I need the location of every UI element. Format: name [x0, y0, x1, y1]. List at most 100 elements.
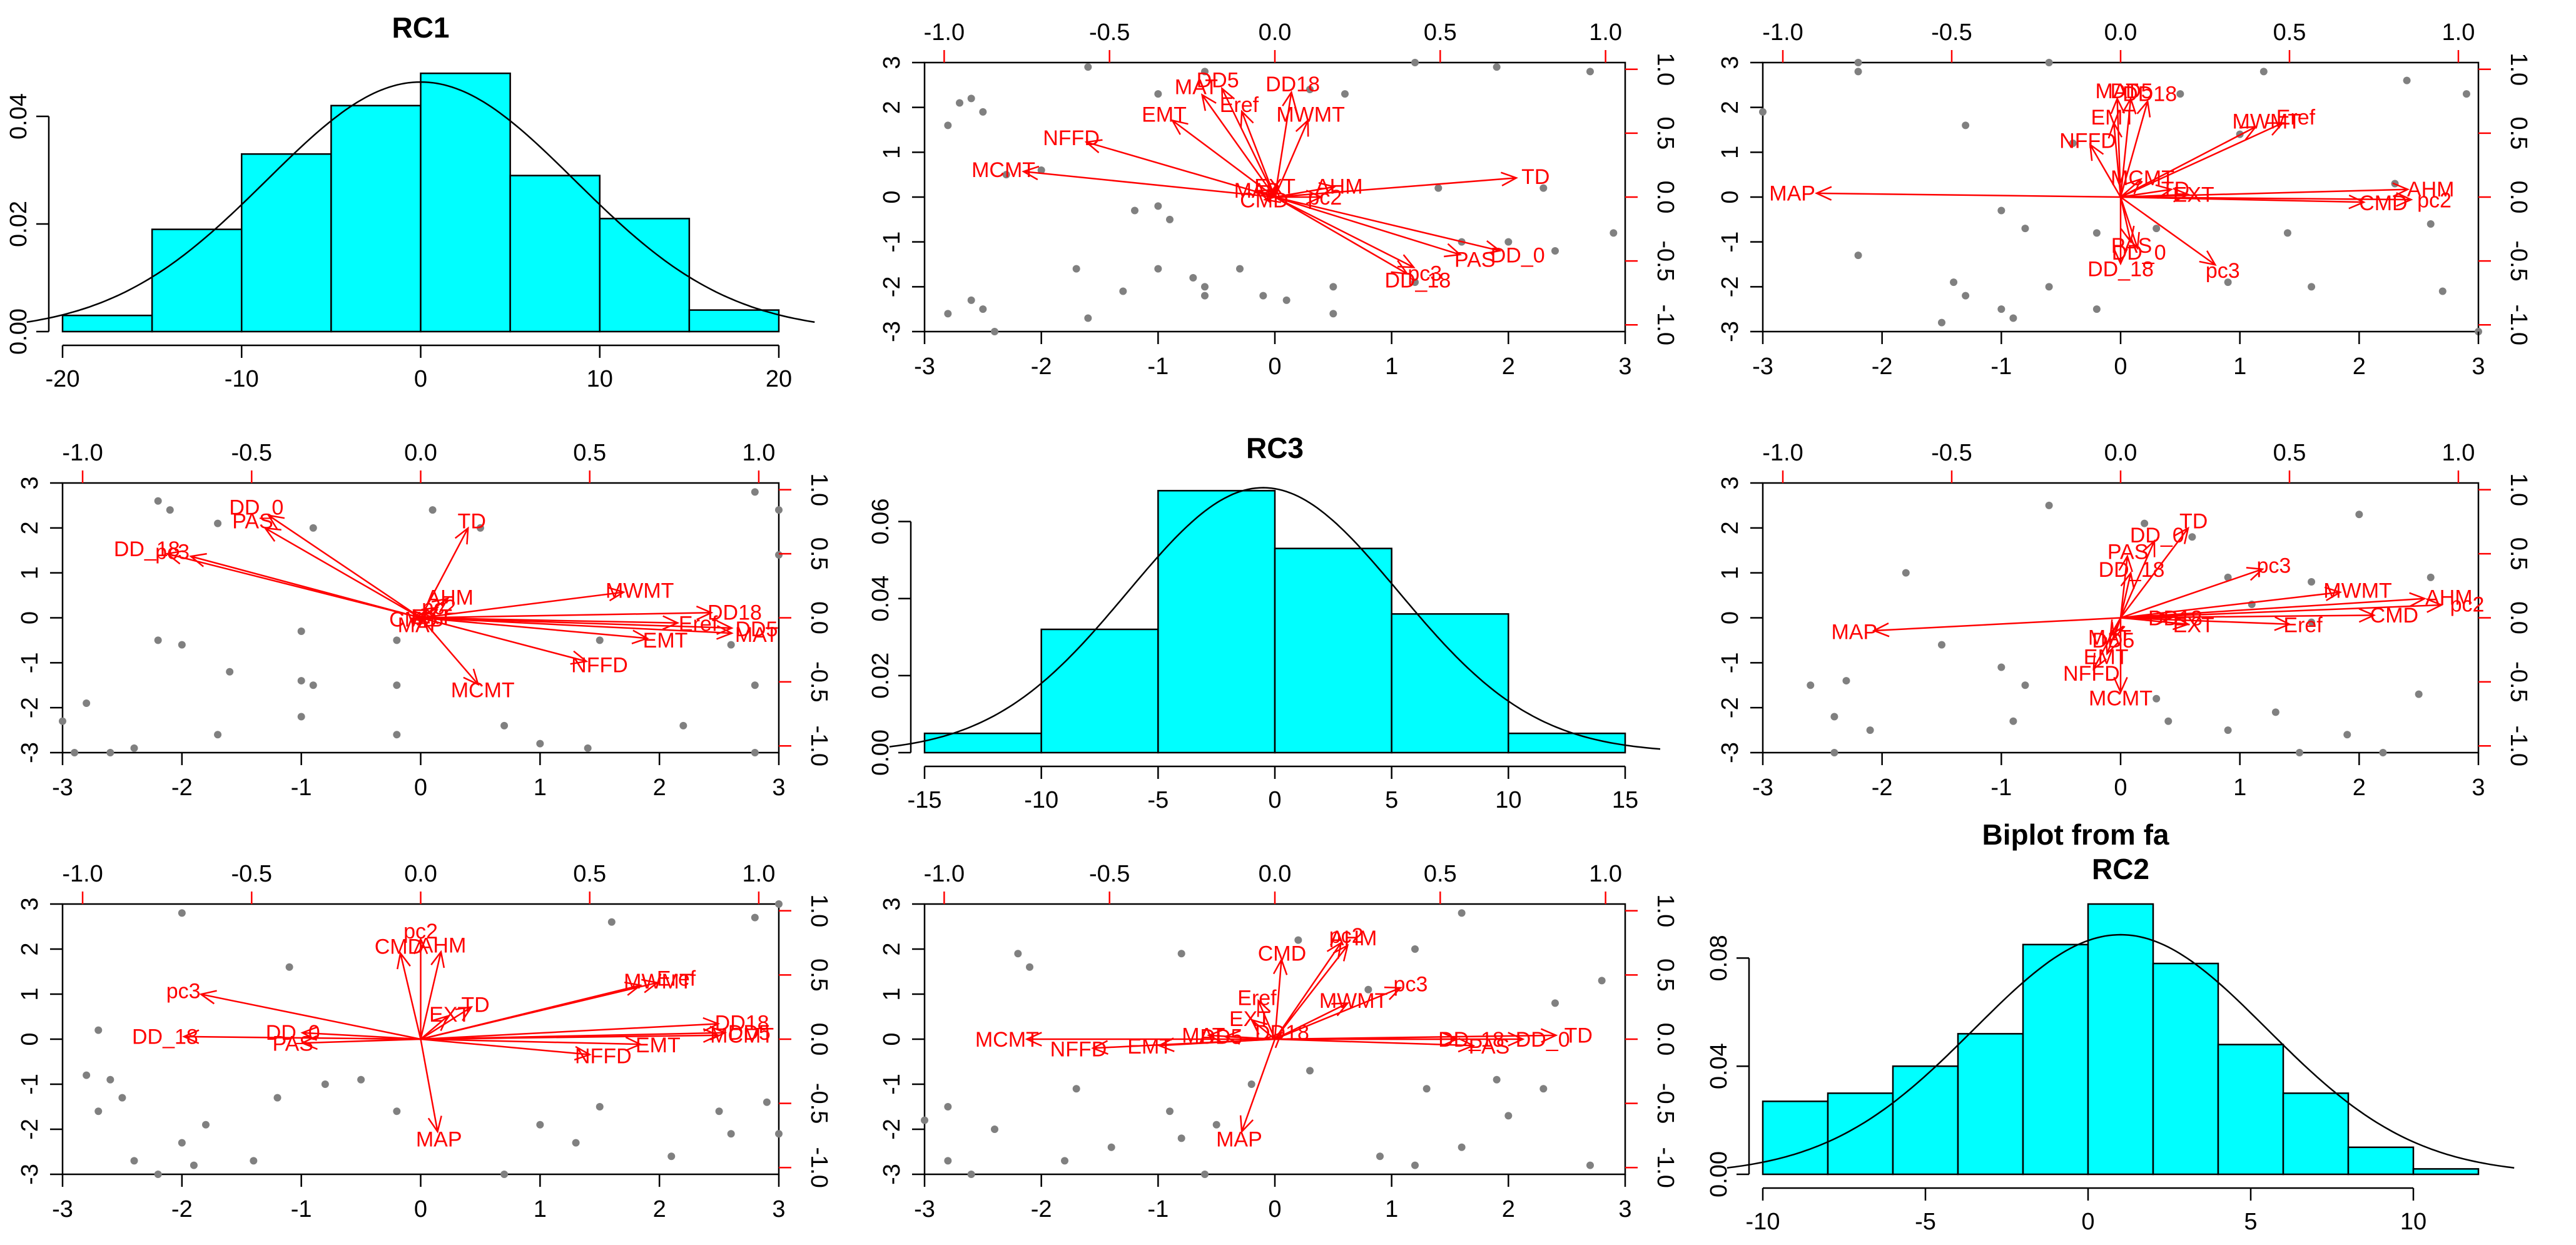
score-point [1854, 68, 1862, 76]
score-point [944, 310, 952, 318]
variable-label: DD_0 [229, 496, 283, 520]
score-point [2164, 717, 2173, 725]
y-tick-label: 3 [879, 56, 905, 69]
score-point [1598, 977, 1606, 985]
y-tick-label: -3 [17, 1164, 43, 1185]
loading-arrowhead [2126, 231, 2140, 250]
x-tick-label: 0 [414, 1196, 427, 1222]
top-tick-label: 0.0 [404, 861, 437, 887]
variable-label: EXT [2173, 614, 2214, 638]
y-tick-label: -2 [17, 1119, 43, 1140]
top-tick-label: -0.5 [231, 861, 272, 887]
right-tick-label: 0.5 [1652, 116, 1678, 150]
loading-arrowhead [463, 668, 480, 686]
loading-arrowhead [631, 629, 649, 644]
score-point [667, 1152, 676, 1161]
variable-label: EMT [1142, 103, 1187, 127]
variable-label: AHM [426, 586, 474, 609]
score-point [1306, 1067, 1314, 1075]
variable-label: Eref [2276, 106, 2316, 130]
variable-label: pc3 [155, 540, 190, 564]
histogram-bar [1508, 732, 1626, 754]
score-point [94, 1026, 103, 1034]
loading-arrow [1274, 119, 1309, 198]
score-point [2045, 501, 2053, 509]
loading-arrowhead [624, 981, 642, 996]
loading-arrow [1274, 1038, 1474, 1047]
score-point [1539, 1085, 1548, 1093]
score-point [190, 1161, 198, 1169]
loading-arrowhead [412, 609, 430, 624]
top-tick-label: 1.0 [743, 440, 776, 466]
density-curve [889, 487, 1661, 750]
panel-p23: -3 -2 -1 0 1 2 3 -3 -2 -1 0 1 2 3 -1.0 -0.5 0.0 0.5 1.0 -1.… [1717, 440, 2532, 801]
loading-arrowhead [607, 586, 626, 602]
y-tick-label: 0.08 [1706, 935, 1732, 981]
loading-arrow [420, 617, 647, 639]
x-tick-label: 3 [1618, 353, 1631, 380]
variable-label: pc2 [2417, 188, 2452, 212]
x-tick-label: -1 [1147, 1196, 1169, 1222]
loading-arrow [268, 514, 422, 619]
score-point [393, 731, 401, 739]
score-point [1131, 206, 1138, 215]
top-tick-label: 0.0 [404, 440, 437, 466]
variable-label: MAT [2088, 626, 2131, 649]
variable-label: DD_18 [1438, 1028, 1504, 1052]
panel-p11: RC1 -20 -10 0 10 20 0.00 0.02 0.04 [6, 11, 815, 392]
loading-arrowhead [2141, 539, 2156, 557]
loading-arrow [1172, 119, 1275, 198]
score-point [1539, 184, 1548, 192]
right-tick-label: -1.0 [806, 725, 832, 766]
variable-label: TD [461, 993, 489, 1017]
score-point [2021, 681, 2029, 689]
x-tick-label: 0 [1268, 787, 1281, 813]
y-tick-label: 0.06 [868, 499, 894, 545]
score-point [2426, 573, 2435, 581]
panel-p22: RC3 -15 -10 -5 0 5 10 15 0.00 0.02 0.04 0.06 [868, 432, 1661, 813]
loading-arrow [420, 1023, 719, 1040]
x-tick-label: -1 [1990, 353, 2012, 380]
loading-arrow [2120, 591, 2341, 619]
right-tick-label: 0.5 [806, 537, 832, 571]
loading-arrowhead [716, 625, 734, 640]
loading-arrow [420, 1032, 725, 1040]
loading-arrow [420, 1038, 590, 1055]
score-point [1902, 569, 1910, 577]
variable-label: MCMT [971, 158, 1035, 182]
histogram-bar [599, 218, 691, 333]
score-point [1306, 86, 1314, 93]
loading-arrowhead [2199, 250, 2217, 267]
histogram-bar [2217, 1044, 2284, 1176]
loading-arrow [1274, 959, 1282, 1040]
loading-arrowhead [1263, 188, 1281, 203]
score-point [967, 1171, 975, 1178]
variable-label: EXT [1254, 175, 1296, 198]
y-tick-label: -3 [879, 321, 905, 342]
score-point [536, 739, 544, 748]
score-point [2296, 749, 2303, 756]
loading-arrow [1240, 111, 1276, 198]
score-point [1938, 641, 1945, 649]
loading-arrowhead [709, 1025, 727, 1040]
variable-label: CMD [375, 935, 423, 959]
variable-label: CMD [2359, 191, 2407, 215]
score-point [1119, 287, 1127, 295]
loading-arrowhead [182, 1029, 200, 1044]
score-point [596, 1103, 604, 1110]
score-point [2403, 76, 2411, 84]
right-tick-label: 0.0 [2505, 601, 2532, 634]
y-tick-label: -1 [17, 652, 43, 673]
y-tick-label: 0 [17, 611, 43, 624]
histogram-bar [1827, 1092, 1894, 1176]
score-point [979, 108, 987, 116]
score-point [1759, 108, 1767, 116]
score-point [1411, 278, 1419, 287]
loading-arrowhead [430, 950, 445, 968]
loading-arrow [1274, 196, 1408, 275]
loading-arrow [2120, 196, 2216, 266]
loading-arrow [302, 1038, 421, 1044]
histogram-bar [2347, 1146, 2415, 1176]
y-tick-label: 1 [1717, 566, 1743, 579]
variable-label: MAP [1216, 1128, 1262, 1152]
